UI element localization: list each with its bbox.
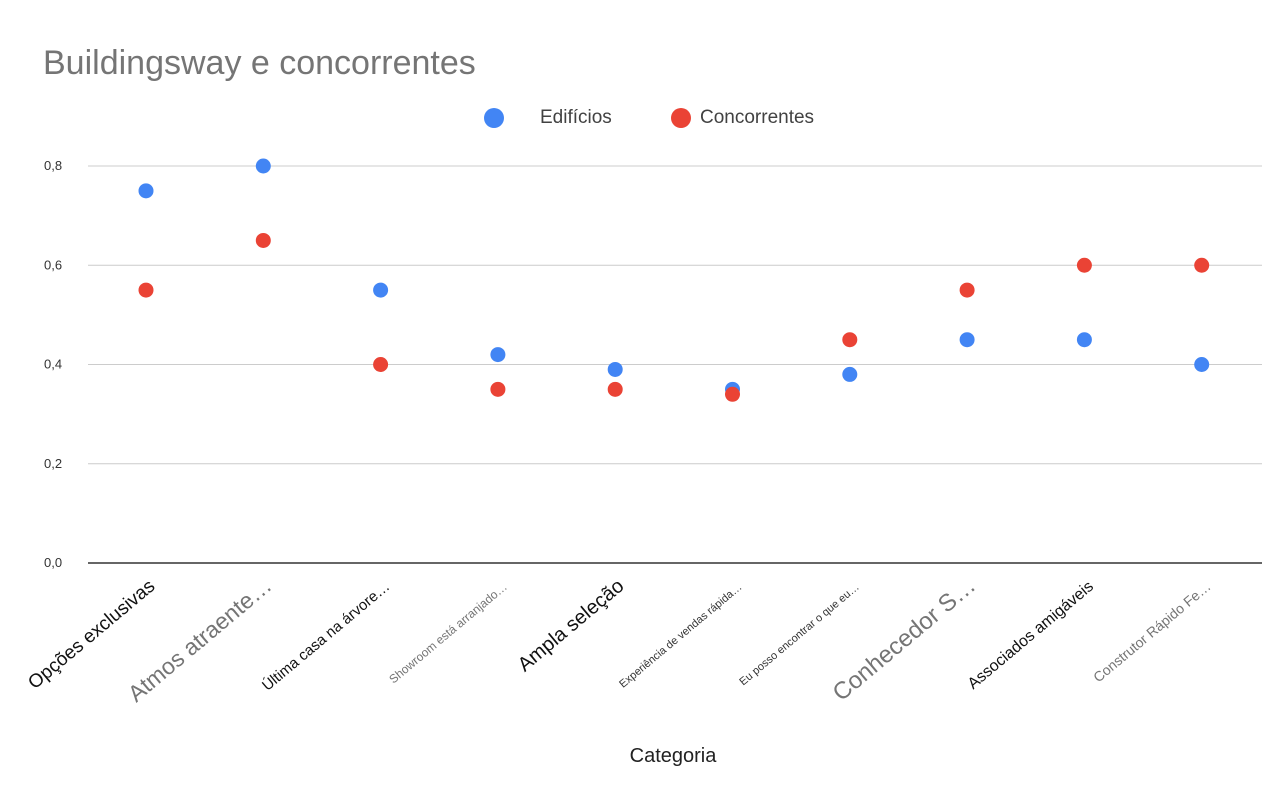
data-point xyxy=(255,232,271,248)
data-point xyxy=(138,183,154,199)
legend-label: Concorrentes xyxy=(700,107,814,128)
y-axis-ticks: 0,0 0,2 0,4 0,6 0,8 xyxy=(44,158,62,570)
data-point xyxy=(373,282,389,298)
y-tick-label: 0,8 xyxy=(44,158,62,173)
x-axis-label: Categoria xyxy=(630,745,718,767)
x-tick-label: Última casa na árvore… xyxy=(259,578,393,694)
legend-marker xyxy=(671,108,691,128)
data-point xyxy=(959,332,975,348)
data-point xyxy=(138,282,154,298)
x-tick-label: Experiência de vendas rápida… xyxy=(617,581,744,690)
chart-title: Buildingsway e concorrentes xyxy=(43,44,476,82)
x-tick-label: Construtor Rápido Fe… xyxy=(1090,578,1214,685)
x-tick-label: Associados amigáveis xyxy=(965,578,1097,693)
data-point xyxy=(1076,332,1092,348)
data-point xyxy=(959,282,975,298)
y-tick-label: 0,0 xyxy=(44,555,62,570)
data-point xyxy=(490,381,506,397)
data-point xyxy=(607,381,623,397)
x-tick-label: Showroom está arranjado… xyxy=(386,580,509,687)
legend-marker xyxy=(484,108,504,128)
x-tick-label: Ampla seleção xyxy=(514,575,629,676)
gridlines xyxy=(88,165,1262,564)
data-point xyxy=(1194,257,1210,273)
data-point xyxy=(607,361,623,377)
legend-label: Edifícios xyxy=(540,107,612,128)
y-tick-label: 0,2 xyxy=(44,456,62,471)
data-point xyxy=(1194,357,1210,372)
data-point xyxy=(842,332,858,348)
y-tick-label: 0,4 xyxy=(44,357,62,372)
y-tick-label: 0,6 xyxy=(44,257,62,272)
legend: Edifícios Concorrentes xyxy=(484,107,814,128)
data-points xyxy=(138,158,1210,402)
data-point xyxy=(725,386,740,402)
data-point xyxy=(373,357,389,372)
data-point xyxy=(842,366,858,382)
data-point xyxy=(490,347,506,363)
data-point xyxy=(1076,257,1092,273)
data-point xyxy=(255,158,271,174)
